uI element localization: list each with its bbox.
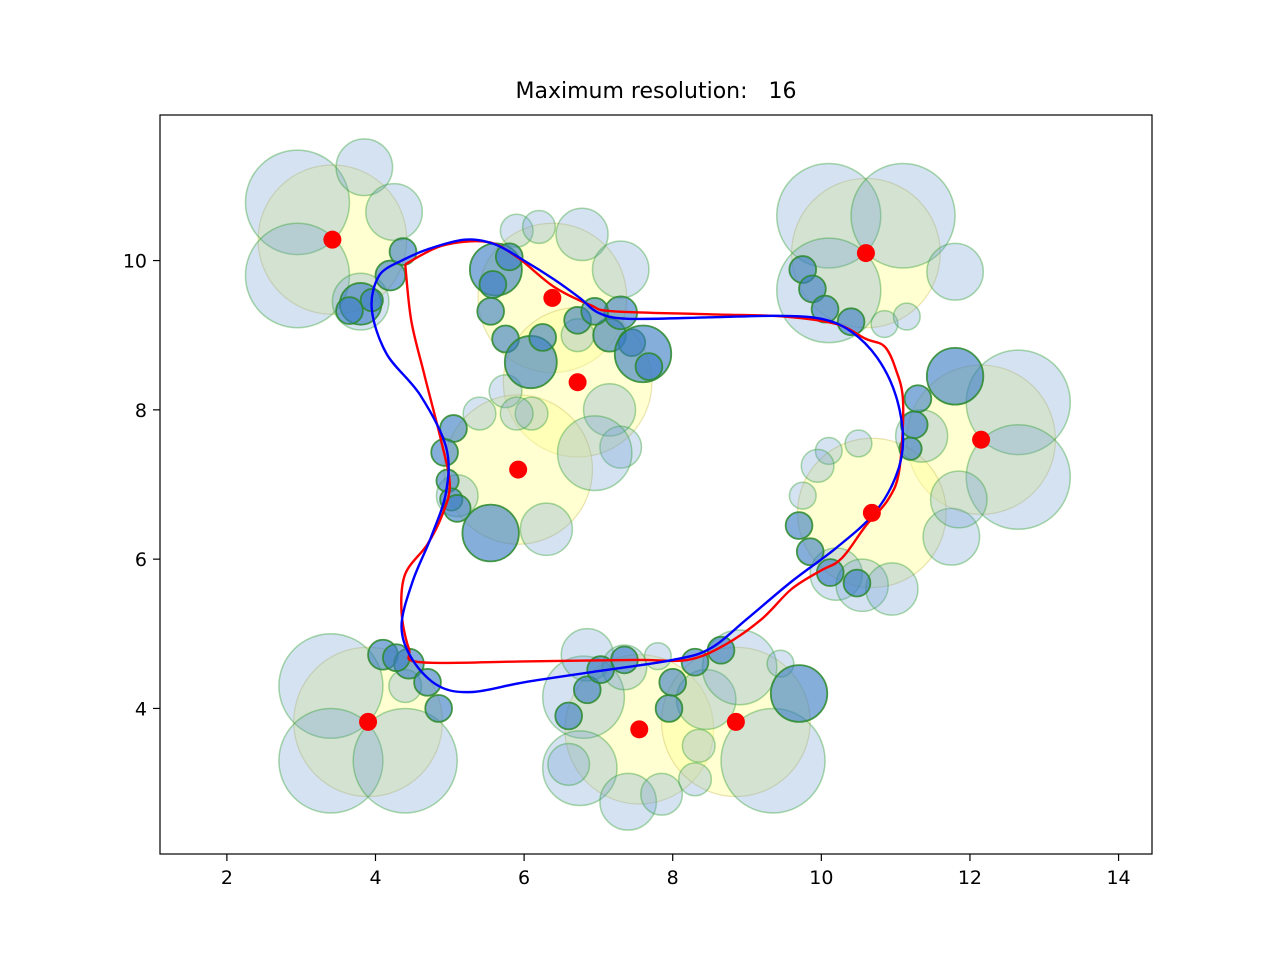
outer-circle — [335, 138, 394, 197]
paths-layer — [370, 238, 905, 694]
outer-circle — [677, 762, 713, 797]
center-point — [543, 288, 562, 307]
center-point — [972, 430, 991, 449]
outer-circle — [640, 772, 684, 816]
boundary-circle — [784, 511, 814, 540]
outer-circle — [844, 429, 873, 458]
boundary-circle — [413, 667, 442, 697]
blue-path — [370, 238, 905, 694]
boundary-circle — [815, 558, 845, 587]
y-axis: 4 6 8 10 — [123, 251, 160, 720]
x-axis: 2 4 6 8 10 12 14 — [221, 854, 1131, 889]
outer-circle — [926, 242, 985, 301]
outer-circle — [965, 424, 1072, 531]
y-tick-label: 6 — [135, 549, 147, 571]
outer-circle — [555, 207, 609, 262]
axes-frame — [159, 114, 1153, 855]
outer-circle — [514, 396, 549, 431]
boundary-circles-layer — [335, 237, 985, 731]
outer-circle — [775, 162, 882, 269]
boundary-circle — [461, 503, 520, 563]
x-tick-label: 2 — [221, 867, 233, 889]
outer-circle — [541, 730, 618, 807]
outer-circle — [865, 562, 919, 616]
boundary-circle — [795, 537, 825, 567]
outer-circle — [278, 707, 384, 814]
outer-circle — [488, 374, 523, 409]
outer-circle — [244, 222, 351, 329]
outer-circle — [278, 633, 384, 740]
outer-circle — [870, 309, 899, 339]
boundary-circle — [898, 436, 923, 461]
plot-area — [244, 138, 1072, 831]
outer-circle — [720, 707, 826, 814]
y-tick-label: 10 — [123, 251, 147, 273]
outer-circle — [499, 396, 534, 431]
boundary-circle — [478, 270, 508, 299]
boundary-circle — [925, 346, 985, 406]
center-point — [323, 230, 342, 249]
outer-circle — [352, 707, 458, 814]
outer-circle — [929, 470, 988, 529]
outer-circle — [643, 642, 672, 671]
outer-circle — [800, 448, 835, 484]
x-tick-label: 12 — [958, 867, 982, 889]
center-point — [630, 720, 649, 739]
boundary-circle — [903, 384, 933, 413]
chart-title: Maximum resolution: 16 — [516, 79, 797, 104]
outer-circle — [599, 425, 643, 469]
boundary-circle — [572, 675, 602, 705]
center-point — [359, 712, 378, 731]
boundary-circle — [424, 694, 453, 723]
outer-circle — [892, 302, 921, 331]
center-points-layer — [323, 230, 991, 739]
outer-circle — [556, 415, 633, 492]
boundary-circle — [769, 664, 829, 723]
outer-circle — [521, 209, 557, 245]
x-tick-label: 10 — [809, 867, 833, 889]
outer-circle — [244, 149, 351, 256]
boundary-circle — [654, 694, 684, 723]
boundary-circle — [658, 667, 687, 697]
boundary-circle — [476, 296, 505, 326]
y-tick-label: 4 — [135, 698, 147, 720]
x-tick-label: 8 — [667, 867, 679, 889]
center-point — [862, 503, 881, 522]
boundary-circle — [634, 352, 664, 381]
boundary-circle — [842, 568, 872, 598]
x-tick-label: 6 — [518, 867, 530, 889]
outer-circle — [922, 507, 981, 566]
center-point — [726, 712, 745, 731]
outer-circle — [547, 742, 591, 787]
center-point — [856, 244, 875, 263]
outer-circle — [519, 502, 574, 557]
outer-circle — [462, 396, 497, 431]
center-point — [509, 460, 528, 479]
x-tick-label: 14 — [1106, 867, 1130, 889]
outer-circle — [850, 162, 956, 269]
boundary-circle — [388, 237, 418, 266]
y-tick-label: 8 — [135, 400, 147, 422]
boundary-circle — [899, 410, 929, 440]
outer-circle — [814, 436, 843, 466]
outer-circle — [365, 182, 424, 242]
outer-circle — [591, 240, 650, 299]
boundary-circle — [528, 323, 557, 352]
outer-circle — [599, 772, 658, 831]
outer-circle — [582, 382, 637, 437]
x-tick-label: 4 — [369, 867, 381, 889]
outer-circle — [788, 481, 817, 510]
boundary-circle — [494, 242, 524, 272]
outer-circle — [681, 728, 716, 763]
center-point — [568, 373, 587, 392]
boundary-circle — [554, 701, 583, 731]
boundary-circle — [335, 296, 364, 325]
